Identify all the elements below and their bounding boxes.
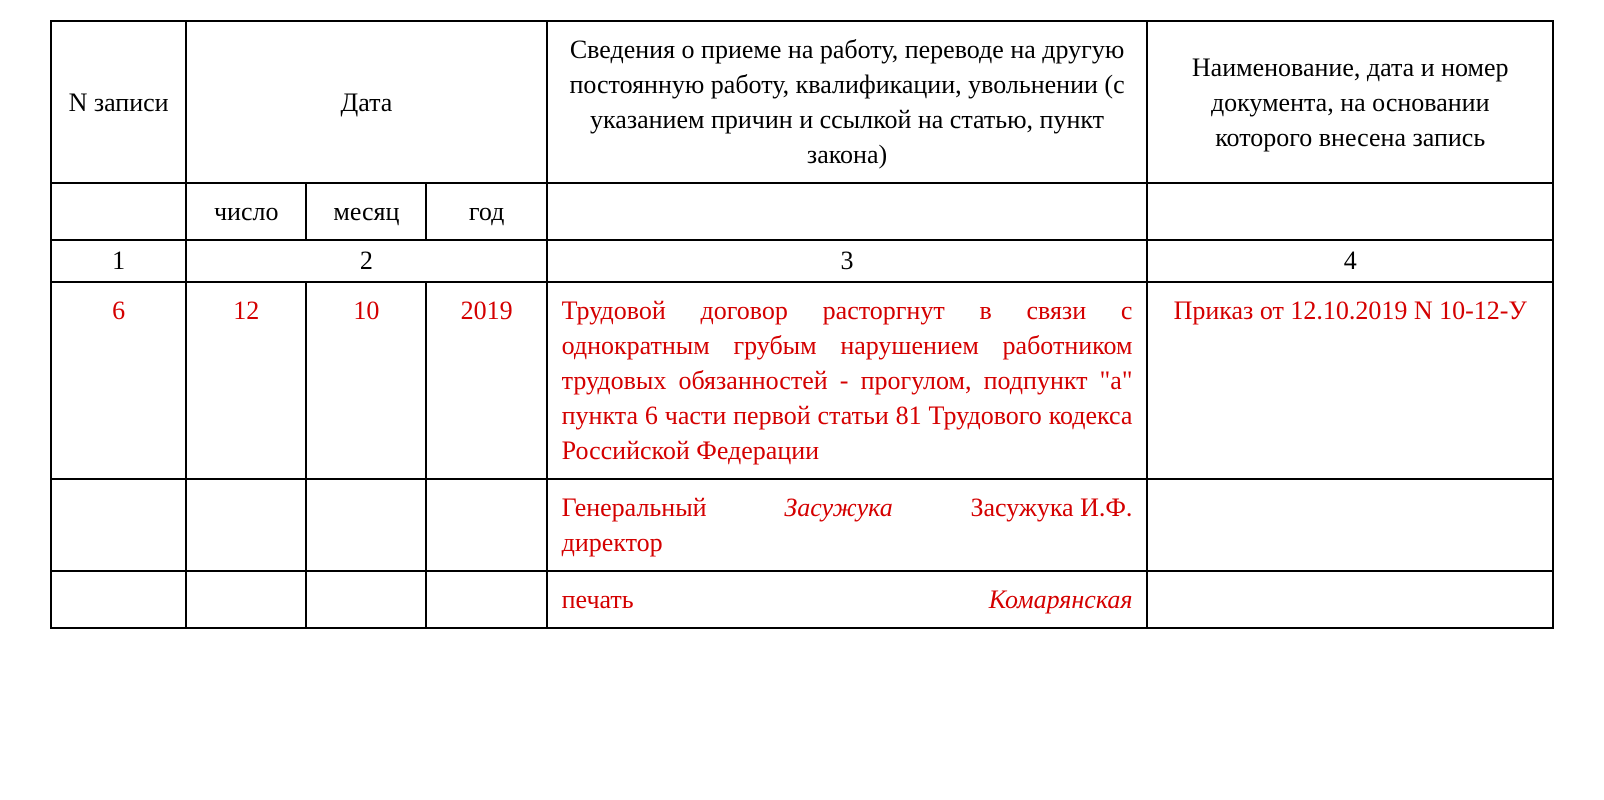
signature-row: Генеральный Засужука Засужука И.Ф. дирек… <box>51 479 1553 571</box>
colnum-1: 1 <box>51 240 186 281</box>
colnum-3: 3 <box>547 240 1148 281</box>
subheader-day: число <box>186 183 306 240</box>
subheader-empty-1 <box>51 183 186 240</box>
entry-year: 2019 <box>426 282 546 479</box>
header-date: Дата <box>186 21 546 183</box>
stamp-empty-5 <box>1147 571 1553 628</box>
sig-empty-3 <box>306 479 426 571</box>
stamp-empty-4 <box>426 571 546 628</box>
header-basis: Наименование, дата и номер документа, на… <box>1147 21 1553 183</box>
entry-basis: Приказ от 12.10.2019 N 10-12-У <box>1147 282 1553 479</box>
header-row-1: N записи Дата Сведения о приеме на работ… <box>51 21 1553 183</box>
header-record-no: N записи <box>51 21 186 183</box>
subheader-empty-3 <box>1147 183 1553 240</box>
sig-empty-1 <box>51 479 186 571</box>
sig-empty-5 <box>1147 479 1553 571</box>
subheader-month: месяц <box>306 183 426 240</box>
labor-record-table: N записи Дата Сведения о приеме на работ… <box>50 20 1554 629</box>
sig-empty-4 <box>426 479 546 571</box>
header-details: Сведения о приеме на работу, переводе на… <box>547 21 1148 183</box>
stamp-label: печать <box>562 582 634 617</box>
stamp-row: печать Комарянская <box>51 571 1553 628</box>
entry-day: 12 <box>186 282 306 479</box>
stamp-name: Комарянская <box>989 582 1133 617</box>
signature-sign: Засужука <box>784 490 892 525</box>
signature-title-2: директор <box>562 525 1133 560</box>
stamp-cell: печать Комарянская <box>547 571 1148 628</box>
colnum-2: 2 <box>186 240 546 281</box>
stamp-empty-3 <box>306 571 426 628</box>
entry-row: 6 12 10 2019 Трудовой договор расторгнут… <box>51 282 1553 479</box>
signature-name: Засужука И.Ф. <box>970 490 1132 525</box>
stamp-empty-2 <box>186 571 306 628</box>
subheader-year: год <box>426 183 546 240</box>
header-row-2: число месяц год <box>51 183 1553 240</box>
column-number-row: 1 2 3 4 <box>51 240 1553 281</box>
entry-record-no: 6 <box>51 282 186 479</box>
subheader-empty-2 <box>547 183 1148 240</box>
stamp-empty-1 <box>51 571 186 628</box>
sig-empty-2 <box>186 479 306 571</box>
colnum-4: 4 <box>1147 240 1553 281</box>
signature-line-1: Генеральный Засужука Засужука И.Ф. <box>562 490 1133 525</box>
entry-details: Трудовой договор расторгнут в связи с од… <box>547 282 1148 479</box>
signature-title-1: Генеральный <box>562 490 707 525</box>
entry-month: 10 <box>306 282 426 479</box>
signature-cell: Генеральный Засужука Засужука И.Ф. дирек… <box>547 479 1148 571</box>
stamp-line: печать Комарянская <box>562 582 1133 617</box>
